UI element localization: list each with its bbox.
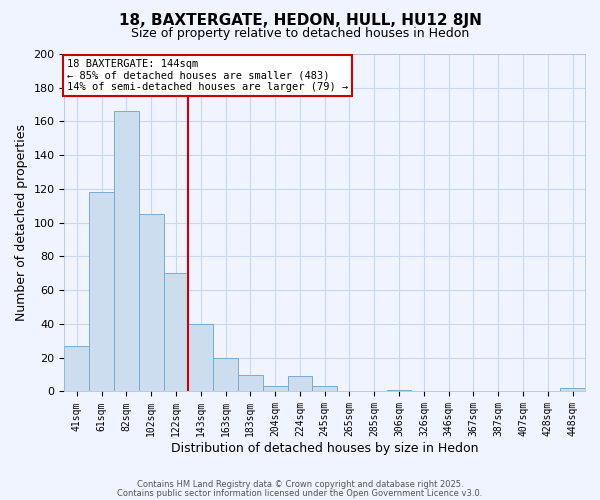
Y-axis label: Number of detached properties: Number of detached properties — [15, 124, 28, 321]
Bar — [89, 192, 114, 392]
X-axis label: Distribution of detached houses by size in Hedon: Distribution of detached houses by size … — [171, 442, 478, 455]
Text: 18, BAXTERGATE, HEDON, HULL, HU12 8JN: 18, BAXTERGATE, HEDON, HULL, HU12 8JN — [119, 12, 481, 28]
Bar — [139, 214, 164, 392]
Bar — [263, 386, 287, 392]
Text: Contains public sector information licensed under the Open Government Licence v3: Contains public sector information licen… — [118, 488, 482, 498]
Bar — [213, 358, 238, 392]
Bar — [560, 388, 585, 392]
Bar — [313, 386, 337, 392]
Bar — [188, 324, 213, 392]
Text: 18 BAXTERGATE: 144sqm
← 85% of detached houses are smaller (483)
14% of semi-det: 18 BAXTERGATE: 144sqm ← 85% of detached … — [67, 59, 348, 92]
Bar — [114, 112, 139, 392]
Text: Size of property relative to detached houses in Hedon: Size of property relative to detached ho… — [131, 28, 469, 40]
Bar — [287, 376, 313, 392]
Bar — [164, 274, 188, 392]
Bar — [386, 390, 412, 392]
Bar — [238, 374, 263, 392]
Bar — [64, 346, 89, 392]
Text: Contains HM Land Registry data © Crown copyright and database right 2025.: Contains HM Land Registry data © Crown c… — [137, 480, 463, 489]
